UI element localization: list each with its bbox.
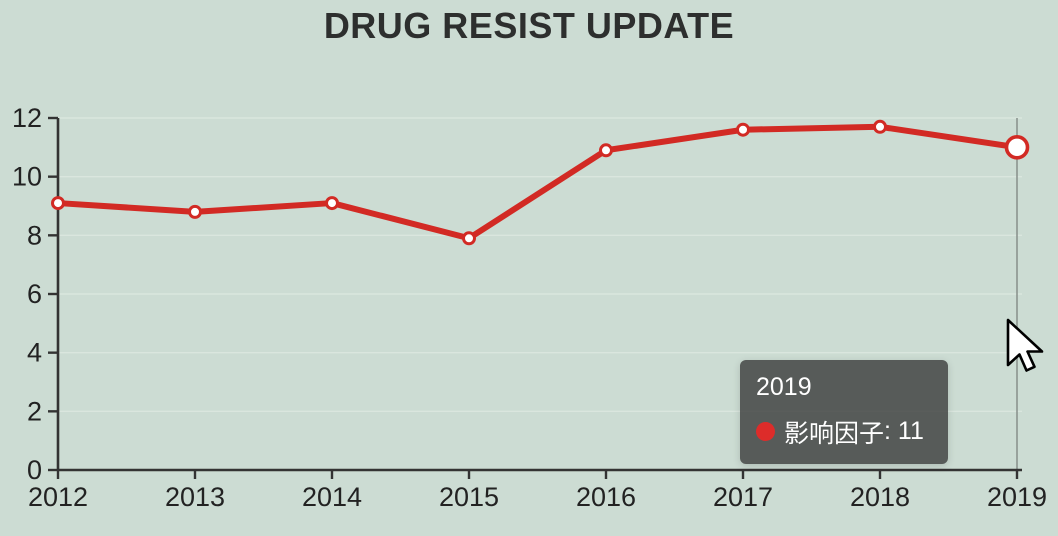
y-axis-label: 2 bbox=[27, 396, 42, 426]
cursor-icon bbox=[1006, 318, 1044, 372]
tooltip: 2019 影响因子: 11 bbox=[740, 360, 948, 464]
x-axis-label: 2014 bbox=[302, 482, 362, 512]
data-point-active[interactable] bbox=[1004, 135, 1030, 160]
y-axis-label: 8 bbox=[27, 220, 42, 250]
tooltip-value: 11 bbox=[897, 417, 924, 446]
y-axis-label: 4 bbox=[27, 338, 42, 368]
data-point[interactable] bbox=[599, 143, 613, 158]
y-axis-label: 6 bbox=[27, 279, 42, 309]
chart-title: DRUG RESIST UPDATE bbox=[323, 5, 735, 46]
y-axis-label: 0 bbox=[27, 455, 42, 485]
series-line bbox=[55, 123, 1020, 242]
data-point[interactable] bbox=[325, 196, 339, 211]
y-axis-label: 12 bbox=[12, 103, 42, 133]
x-axis-label: 2019 bbox=[987, 482, 1047, 512]
data-point[interactable] bbox=[188, 204, 202, 219]
tooltip-row: 影响因子: 11 bbox=[756, 414, 932, 450]
data-point[interactable] bbox=[736, 122, 750, 137]
x-axis-label: 2018 bbox=[850, 482, 910, 512]
tooltip-separator: : bbox=[884, 417, 898, 446]
x-axis-label: 2013 bbox=[165, 482, 225, 512]
tooltip-title: 2019 bbox=[756, 373, 812, 401]
x-axis-label: 2017 bbox=[713, 482, 773, 512]
data-point[interactable] bbox=[51, 196, 65, 211]
x-axis-label: 2016 bbox=[576, 482, 636, 512]
y-axis-label: 10 bbox=[12, 162, 42, 192]
series-marker-dot-icon bbox=[756, 422, 775, 442]
x-axis-label: 2015 bbox=[439, 482, 499, 512]
tooltip-series-label: 影响因子 bbox=[784, 419, 885, 448]
data-point[interactable] bbox=[873, 119, 887, 134]
data-point[interactable] bbox=[462, 231, 476, 246]
x-axis-label: 2012 bbox=[28, 482, 88, 512]
